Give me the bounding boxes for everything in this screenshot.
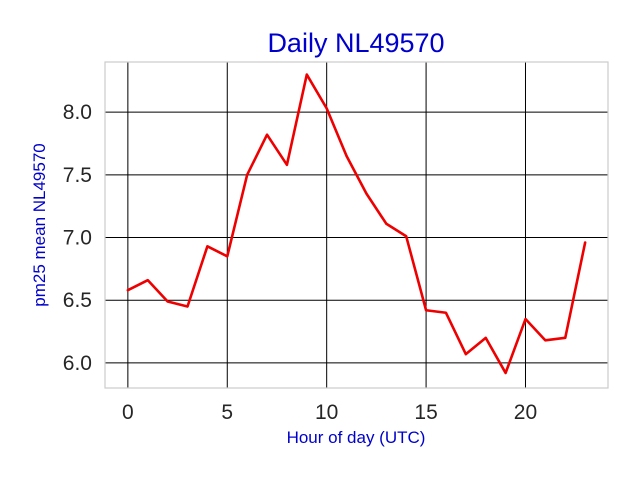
y-tick-label: 7.0 [63,227,92,250]
x-axis-label: Hour of day (UTC) [287,428,426,447]
chart-title: Daily NL49570 [267,28,444,58]
plot-frame [104,61,609,389]
series-layer [126,73,587,375]
x-tick-label: 5 [221,401,233,424]
x-tick-label: 15 [414,401,437,424]
y-tick-label: 6.0 [63,352,92,375]
y-tick-labels: 6.0 6.5 7.0 7.5 8.0 [63,101,92,375]
y-tick-label: 7.5 [63,164,92,187]
y-axis-label: pm25 mean NL49570 [30,143,49,307]
y-tick-label: 6.5 [63,289,92,312]
x-tick-label: 10 [315,401,338,424]
x-tick-label: 0 [122,401,134,424]
x-tick-labels: 0 5 10 15 20 [122,401,537,424]
y-tick-label: 8.0 [63,101,92,124]
series-line [126,73,587,375]
plot-area [105,62,608,388]
x-tick-label: 20 [514,401,537,424]
